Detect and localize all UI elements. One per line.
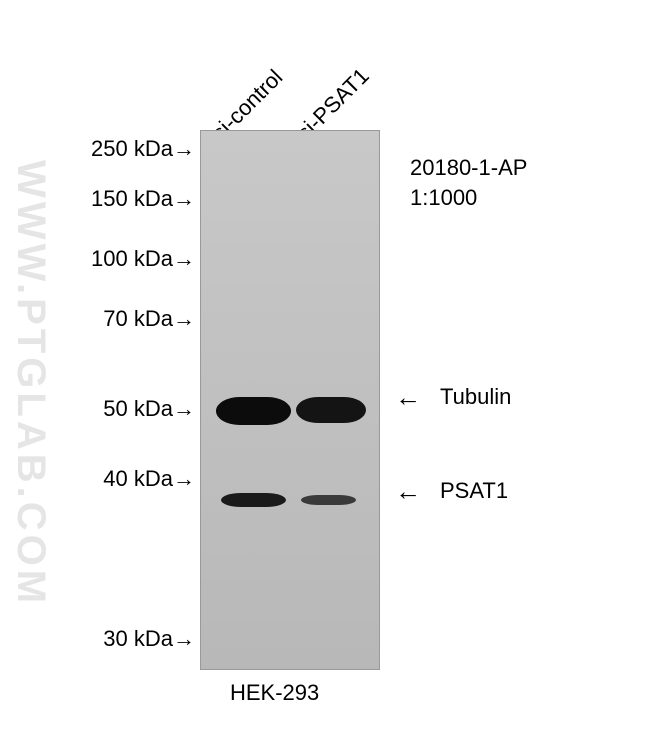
band-tubulin-lane0	[216, 397, 291, 425]
mw-text: 100 kDa	[91, 246, 173, 271]
arrow-right-icon: →	[173, 626, 195, 652]
antibody-id: 20180-1-AP	[410, 155, 527, 181]
band-tubulin-lane1	[296, 397, 366, 423]
mw-label: 40 kDa→	[45, 466, 195, 492]
mw-label: 30 kDa→	[45, 626, 195, 652]
mw-text: 40 kDa	[103, 466, 173, 491]
mw-text: 70 kDa	[103, 306, 173, 331]
antibody-dilution: 1:1000	[410, 185, 477, 211]
band-label: PSAT1	[440, 478, 508, 504]
arrow-right-icon: →	[173, 136, 195, 162]
band-psat1-lane1	[301, 495, 356, 505]
western-blot-figure: WWW.PTGLAB.COM si-control si-PSAT1 250 k…	[0, 0, 650, 733]
blot-membrane	[200, 130, 380, 670]
sample-label: HEK-293	[230, 680, 319, 706]
watermark-text: WWW.PTGLAB.COM	[8, 160, 53, 607]
mw-label: 150 kDa→	[45, 186, 195, 212]
mw-text: 250 kDa	[91, 136, 173, 161]
band-psat1-lane0	[221, 493, 286, 507]
mw-text: 30 kDa	[103, 626, 173, 651]
mw-label: 100 kDa→	[45, 246, 195, 272]
mw-text: 50 kDa	[103, 396, 173, 421]
band-label: Tubulin	[440, 384, 511, 410]
arrow-right-icon: →	[173, 466, 195, 492]
mw-label: 50 kDa→	[45, 396, 195, 422]
mw-label: 250 kDa→	[45, 136, 195, 162]
mw-text: 150 kDa	[91, 186, 173, 211]
arrow-right-icon: →	[173, 396, 195, 422]
arrow-right-icon: →	[173, 186, 195, 212]
arrow-right-icon: →	[173, 306, 195, 332]
arrow-right-icon: →	[173, 246, 195, 272]
arrow-left-icon: ←	[395, 382, 421, 413]
mw-label: 70 kDa→	[45, 306, 195, 332]
arrow-left-icon: ←	[395, 476, 421, 507]
